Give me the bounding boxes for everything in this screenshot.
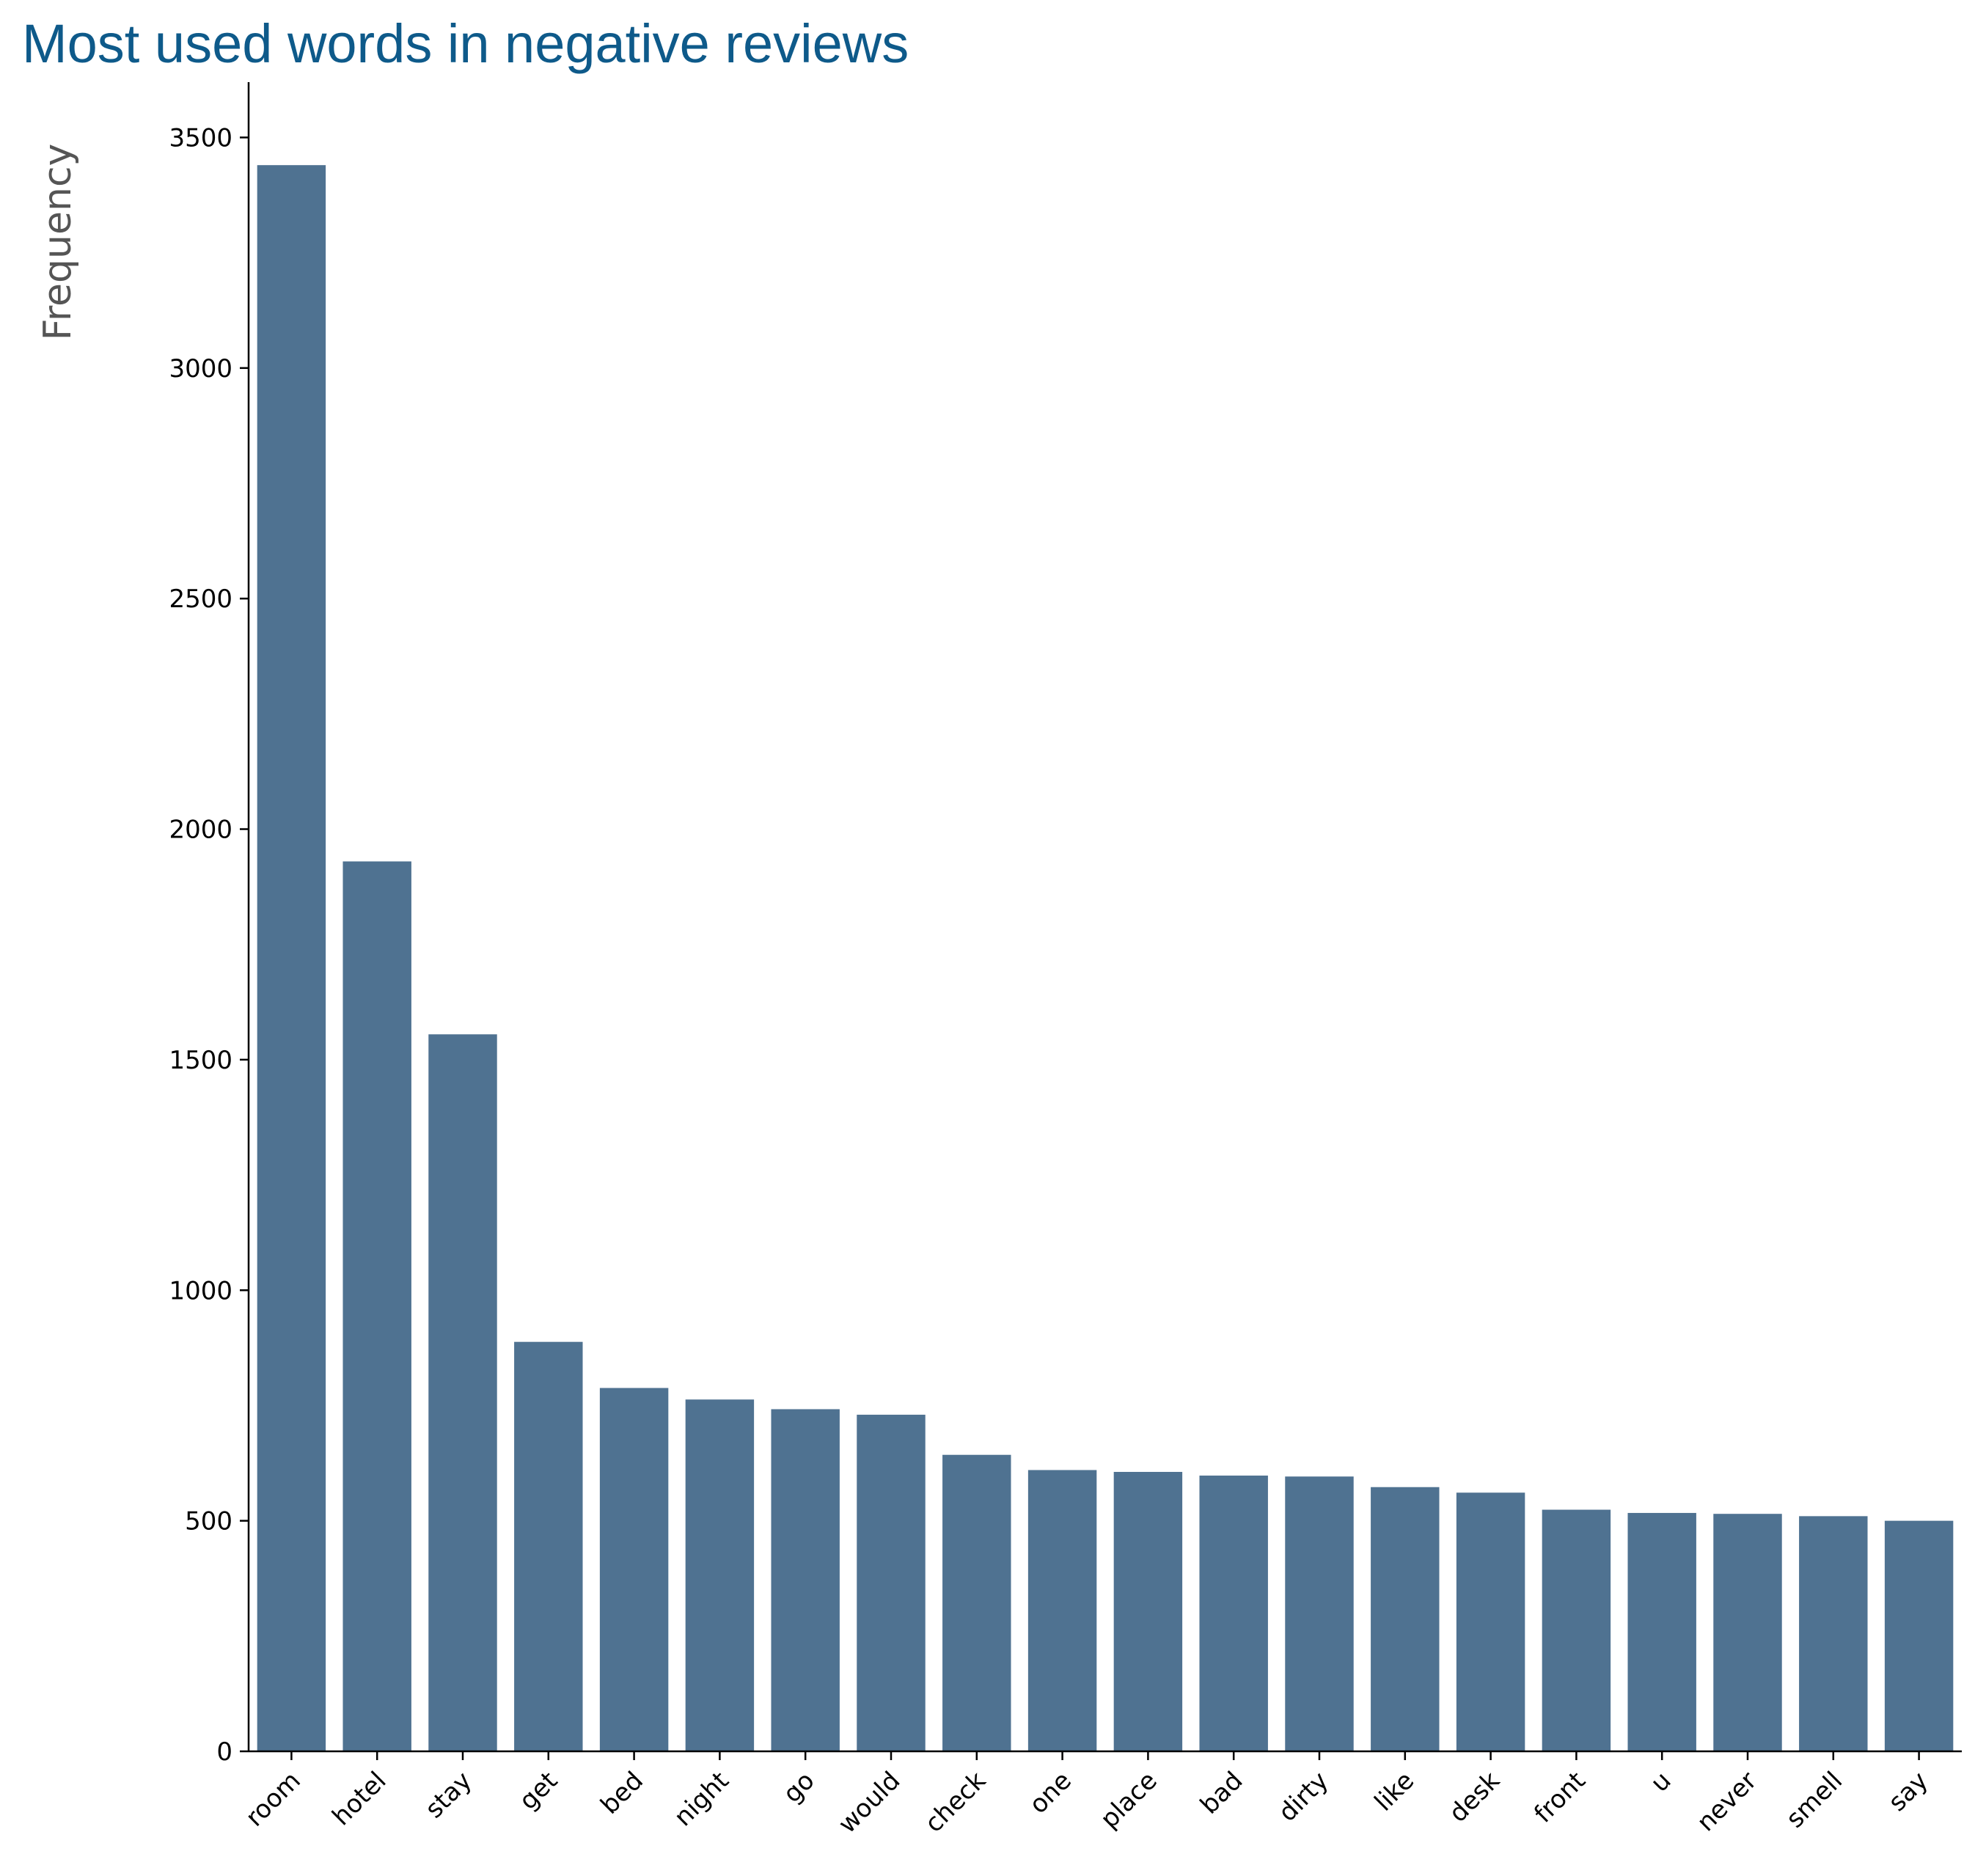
x-tick-label-bed: bed	[595, 1766, 649, 1820]
bar-check	[942, 1454, 1011, 1751]
x-tick-label-desk: desk	[1443, 1766, 1506, 1828]
bar-bed	[599, 1388, 669, 1751]
bar-front	[1542, 1509, 1611, 1751]
bar-get	[514, 1341, 583, 1751]
y-tick-label: 2000	[169, 816, 232, 845]
bar-stay	[428, 1034, 497, 1751]
x-tick-label-would: would	[833, 1766, 906, 1839]
x-tick-label-one: one	[1024, 1766, 1077, 1820]
bar-desk	[1456, 1492, 1525, 1751]
y-axis-ticks: 0 500 1000 1500 2000 2500 3000 3500	[169, 123, 249, 1767]
y-tick-label: 500	[185, 1507, 232, 1536]
x-tick-label-get: get	[513, 1766, 563, 1816]
x-tick-label-like: like	[1369, 1766, 1421, 1817]
chart-title: Most used words in negative reviews	[22, 13, 909, 74]
bar-place	[1113, 1471, 1183, 1751]
bar-smell	[1799, 1516, 1868, 1751]
x-tick-label-go: go	[777, 1766, 820, 1809]
x-tick-label-u: u	[1645, 1766, 1677, 1798]
x-tick-label-night: night	[669, 1766, 735, 1832]
y-tick-label: 1500	[169, 1046, 232, 1075]
x-tick-label-dirty: dirty	[1273, 1766, 1335, 1828]
y-tick-label: 0	[216, 1737, 232, 1767]
bars-group	[257, 165, 1954, 1751]
x-tick-label-bad: bad	[1195, 1766, 1249, 1820]
bar-hotel	[342, 861, 411, 1751]
x-tick-label-smell: smell	[1781, 1766, 1848, 1833]
x-tick-label-never: never	[1691, 1766, 1762, 1837]
bar-room	[257, 165, 326, 1751]
bar-u	[1627, 1512, 1696, 1751]
x-tick-label-hotel: hotel	[326, 1766, 392, 1831]
x-tick-label-stay: stay	[419, 1766, 477, 1824]
bar-never	[1713, 1514, 1782, 1751]
x-tick-label-check: check	[919, 1766, 992, 1839]
y-tick-label: 3500	[169, 123, 232, 153]
x-tick-label-place: place	[1095, 1766, 1163, 1834]
bar-dirty	[1285, 1476, 1354, 1751]
x-tick-label-room: room	[240, 1766, 306, 1832]
bar-bad	[1199, 1476, 1268, 1751]
bar-would	[857, 1415, 926, 1751]
x-tick-label-say: say	[1883, 1766, 1934, 1817]
bar-night	[685, 1399, 755, 1751]
x-tick-label-front: front	[1528, 1766, 1591, 1828]
bar-say	[1884, 1520, 1954, 1751]
bar-go	[771, 1409, 840, 1751]
y-tick-label: 1000	[169, 1276, 232, 1305]
y-tick-label: 3000	[169, 354, 232, 384]
bar-like	[1371, 1487, 1440, 1751]
bar-one	[1027, 1470, 1097, 1751]
x-axis-ticks: room hotel stay get bed night go would check one p…	[240, 1751, 1934, 1839]
y-axis-label: Frequency	[36, 144, 80, 341]
y-tick-label: 2500	[169, 585, 232, 614]
